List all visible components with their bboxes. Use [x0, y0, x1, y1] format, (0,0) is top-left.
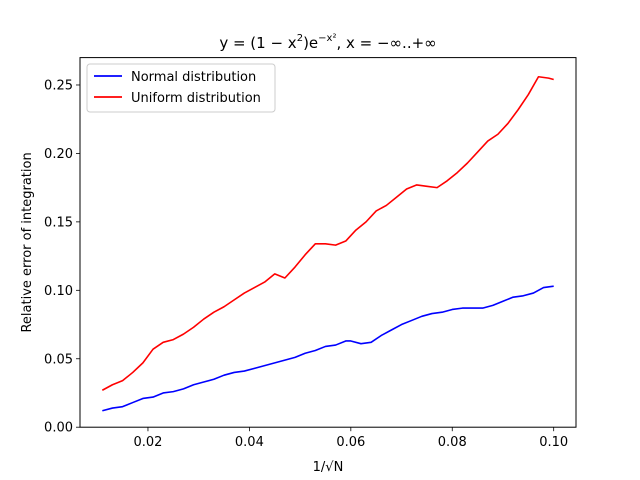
- chart-title: y = (1 − x2)e−x², x = −∞..+∞: [219, 33, 436, 52]
- legend-label-uniform: Uniform distribution: [131, 91, 261, 106]
- y-tick-label: 0.00: [44, 421, 73, 436]
- y-axis-label: Relative error of integration: [20, 152, 35, 332]
- x-axis-label: 1/√N: [313, 460, 344, 475]
- x-tick-label: 0.02: [133, 435, 162, 450]
- y-tick-label: 0.10: [44, 284, 73, 299]
- y-tick-label: 0.05: [44, 352, 73, 367]
- y-axis-ticks: 0.00 0.05 0.10 0.15 0.20 0.25: [44, 78, 80, 436]
- series-layer: [101, 75, 554, 412]
- y-tick-label: 0.15: [44, 215, 73, 230]
- legend: Normal distribution Uniform distribution: [86, 63, 276, 113]
- x-tick-label: 0.06: [336, 435, 365, 450]
- series-line-uniform: [101, 75, 554, 391]
- x-tick-label: 0.08: [438, 435, 467, 450]
- x-tick-label: 0.10: [539, 435, 568, 450]
- plot-area: [79, 57, 577, 428]
- legend-label-normal: Normal distribution: [131, 70, 256, 85]
- y-tick-label: 0.25: [44, 78, 73, 93]
- x-axis-ticks: 0.02 0.04 0.06 0.08 0.10: [133, 427, 568, 450]
- x-tick-label: 0.04: [235, 435, 264, 450]
- legend-box: [86, 63, 276, 113]
- series-line-normal: [102, 285, 554, 412]
- y-tick-label: 0.20: [44, 147, 73, 162]
